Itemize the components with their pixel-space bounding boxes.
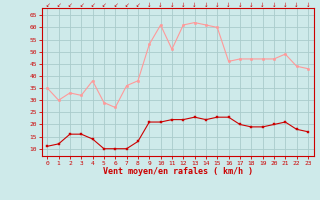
X-axis label: Vent moyen/en rafales ( km/h ): Vent moyen/en rafales ( km/h ): [103, 167, 252, 176]
